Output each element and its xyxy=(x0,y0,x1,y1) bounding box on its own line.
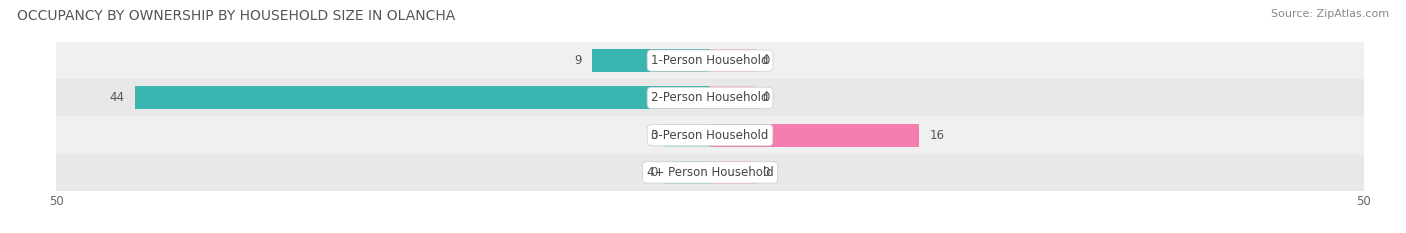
Bar xyxy=(56,79,1364,116)
Text: Source: ZipAtlas.com: Source: ZipAtlas.com xyxy=(1271,9,1389,19)
Bar xyxy=(135,86,710,110)
Text: 0: 0 xyxy=(762,91,769,104)
Bar xyxy=(664,161,710,184)
Text: 3-Person Household: 3-Person Household xyxy=(651,129,769,142)
Text: 1-Person Household: 1-Person Household xyxy=(651,54,769,67)
Bar xyxy=(710,161,756,184)
Text: 2-Person Household: 2-Person Household xyxy=(651,91,769,104)
Text: 9: 9 xyxy=(575,54,582,67)
Bar xyxy=(710,49,756,72)
Text: 4+ Person Household: 4+ Person Household xyxy=(647,166,773,179)
Text: 0: 0 xyxy=(651,166,658,179)
Bar xyxy=(592,49,710,72)
Text: 16: 16 xyxy=(929,129,945,142)
Bar xyxy=(710,86,756,110)
Bar xyxy=(56,116,1364,154)
Text: 0: 0 xyxy=(762,166,769,179)
Bar xyxy=(56,42,1364,79)
Text: 0: 0 xyxy=(762,54,769,67)
Text: 44: 44 xyxy=(110,91,124,104)
Text: OCCUPANCY BY OWNERSHIP BY HOUSEHOLD SIZE IN OLANCHA: OCCUPANCY BY OWNERSHIP BY HOUSEHOLD SIZE… xyxy=(17,9,456,23)
Text: 0: 0 xyxy=(651,129,658,142)
Bar xyxy=(664,123,710,147)
Bar xyxy=(56,154,1364,191)
Bar xyxy=(710,123,920,147)
